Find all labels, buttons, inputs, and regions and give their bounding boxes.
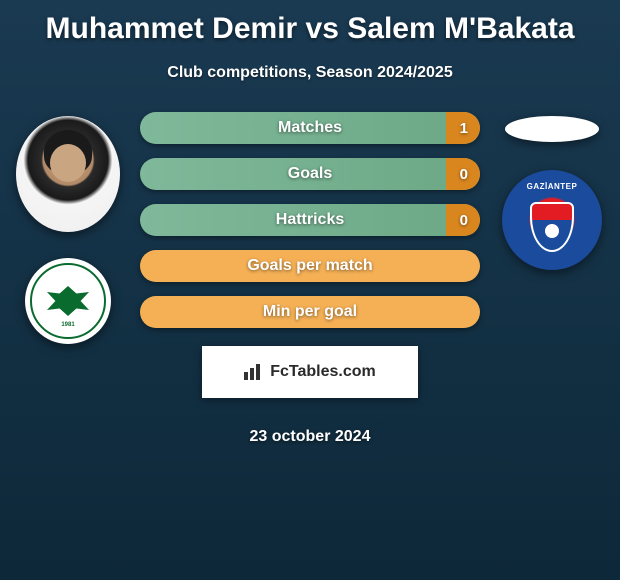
stat-value: 0 <box>460 212 468 229</box>
stat-label: Matches <box>278 119 342 137</box>
stat-label: Hattricks <box>276 211 344 229</box>
stat-label: Goals <box>288 165 332 183</box>
club-logo-gaziantep: GAZİANTEP <box>502 170 602 270</box>
eagle-icon <box>47 286 89 316</box>
stats-column: Matches 1 Goals 0 Hattricks 0 Goals per match M… <box>128 112 492 446</box>
right-column: GAZİANTEP <box>492 112 612 270</box>
club-year: 1981 <box>61 322 74 328</box>
stat-bar-min-per-goal: Min per goal <box>140 296 480 328</box>
chart-icon <box>244 364 264 380</box>
club-logo-konyaspor: 1981 <box>25 258 111 344</box>
stat-bar-goals: Goals 0 <box>140 158 480 190</box>
shield-icon <box>530 202 574 252</box>
comparison-row: 1981 Matches 1 Goals 0 Hattricks 0 Goals per m… <box>0 112 620 446</box>
stat-bar-hattricks: Hattricks 0 <box>140 204 480 236</box>
brand-box: FcTables.com <box>202 346 418 398</box>
stat-value: 0 <box>460 166 468 183</box>
club-name-right: GAZİANTEP <box>527 182 578 191</box>
stat-label: Min per goal <box>263 303 357 321</box>
date-label: 23 october 2024 <box>250 428 371 446</box>
stat-value: 1 <box>460 120 468 137</box>
page-subtitle: Club competitions, Season 2024/2025 <box>0 64 620 82</box>
stat-bar-goals-per-match: Goals per match <box>140 250 480 282</box>
player-avatar-left <box>16 116 120 232</box>
page-title: Muhammet Demir vs Salem M'Bakata <box>0 0 620 46</box>
player-avatar-right <box>505 116 599 142</box>
stat-bar-matches: Matches 1 <box>140 112 480 144</box>
stat-label: Goals per match <box>247 257 372 275</box>
left-column: 1981 <box>8 112 128 344</box>
brand-label: FcTables.com <box>270 363 376 381</box>
